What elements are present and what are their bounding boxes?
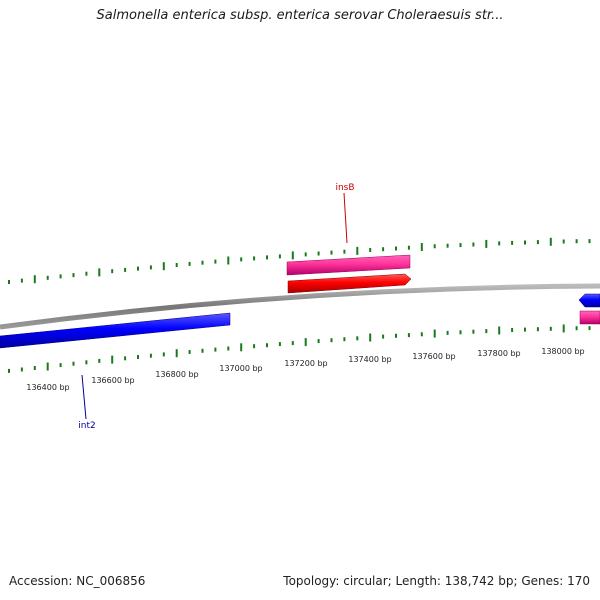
inner-tick-ruler (8, 324, 591, 373)
gene-int2[interactable] (0, 312, 231, 349)
map-title: Salmonella enterica subsp. enterica sero… (96, 8, 504, 23)
insB-leader-line (343, 192, 348, 244)
position-label: 137200 bp (284, 359, 327, 368)
gene-pink-forward-right[interactable] (579, 310, 600, 325)
genome-backbone (0, 283, 600, 330)
position-label: 137800 bp (477, 349, 520, 358)
position-label: 137400 bp (348, 355, 391, 364)
gene-label-int2: int2 (78, 421, 95, 431)
gene-blue-reverse-right[interactable] (578, 293, 600, 308)
int2-leader-line (81, 374, 87, 420)
genome-stats-text: Topology: circular; Length: 138,742 bp; … (283, 574, 590, 588)
position-label: 136600 bp (91, 376, 134, 385)
position-label: 137600 bp (412, 352, 455, 361)
position-label: 136400 bp (26, 383, 69, 392)
position-label: 136800 bp (155, 370, 198, 379)
gene-insB[interactable] (286, 254, 411, 276)
gene-red-forward[interactable] (287, 273, 412, 294)
gene-label-insB: insB (335, 183, 354, 193)
accession-text: Accession: NC_006856 (9, 574, 146, 588)
position-label: 138000 bp (541, 347, 584, 356)
position-label: 137000 bp (219, 364, 262, 373)
outer-tick-ruler (8, 237, 591, 284)
